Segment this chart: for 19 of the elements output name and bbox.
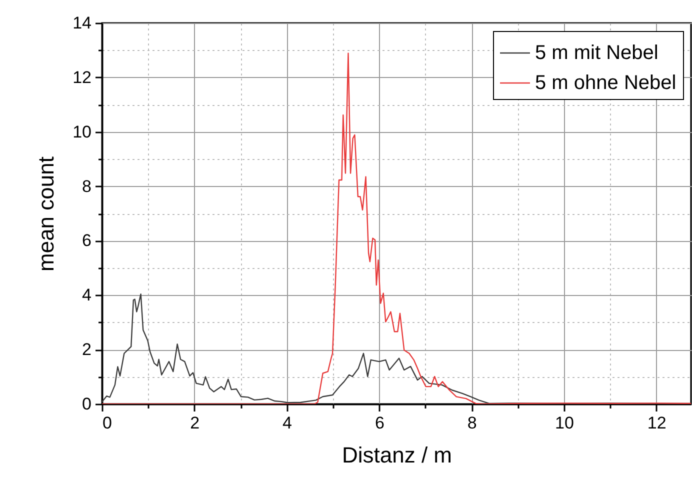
x-tick-label: 8 — [467, 414, 477, 432]
y-tick-label: 0 — [82, 394, 92, 414]
x-tick-label: 2 — [190, 414, 200, 432]
x-axis-title: Distanz / m — [342, 442, 452, 468]
x-tick-label: 12 — [647, 414, 666, 432]
x-tick-label: 10 — [555, 414, 574, 432]
y-tick-label: 8 — [82, 176, 92, 196]
legend-label: 5 m mit Nebel — [535, 42, 658, 64]
y-tick-label: 2 — [82, 340, 92, 360]
legend-label: 5 m ohne Nebel — [535, 72, 676, 94]
y-tick-label: 6 — [82, 231, 92, 250]
x-tick-label: 4 — [282, 414, 292, 432]
x-tick-label: 0 — [102, 414, 112, 432]
y-tick-label: 12 — [72, 68, 92, 87]
y-axis-title: mean count — [34, 156, 59, 272]
x-tick-label: 6 — [374, 414, 384, 432]
y-tick-label: 4 — [82, 286, 92, 305]
y-tick-label: 14 — [72, 14, 92, 32]
y-tick-label: 10 — [72, 122, 92, 142]
